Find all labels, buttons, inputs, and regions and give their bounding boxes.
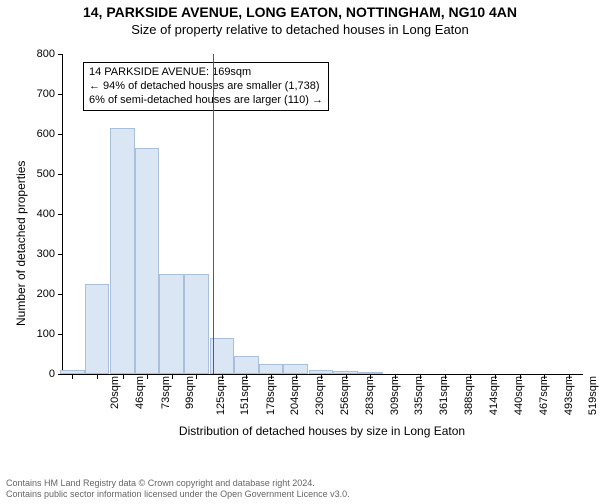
x-tick [72, 374, 73, 379]
x-tick-label: 335sqm [413, 376, 425, 415]
y-tick-label: 400 [37, 208, 55, 220]
x-tick-label: 73sqm [160, 376, 172, 409]
x-tick-label: 125sqm [215, 376, 227, 415]
y-tick-label: 300 [37, 248, 55, 260]
x-tick [370, 374, 371, 379]
reference-line [213, 54, 214, 374]
x-tick [520, 374, 521, 379]
x-tick-label: 440sqm [513, 376, 525, 415]
x-tick [495, 374, 496, 379]
x-tick [172, 374, 173, 379]
x-tick [222, 374, 223, 379]
y-tick [58, 254, 63, 255]
footer-line-2: Contains public sector information licen… [6, 489, 350, 500]
y-tick [58, 134, 63, 135]
y-tick-label: 100 [37, 328, 55, 340]
x-tick [97, 374, 98, 379]
y-tick [58, 174, 63, 175]
footer-attribution: Contains HM Land Registry data © Crown c… [6, 478, 350, 500]
x-tick-label: 519sqm [587, 376, 599, 415]
y-tick [58, 54, 63, 55]
x-tick-label: 467sqm [538, 376, 550, 415]
y-tick-label: 600 [37, 128, 55, 140]
x-tick [346, 374, 347, 379]
page-subtitle: Size of property relative to detached ho… [0, 22, 600, 37]
annotation-line-1: 14 PARKSIDE AVENUE: 169sqm [89, 66, 323, 80]
x-tick [246, 374, 247, 379]
y-tick-label: 700 [37, 88, 55, 100]
x-tick-label: 388sqm [464, 376, 476, 415]
x-tick [321, 374, 322, 379]
x-tick-label: 20sqm [109, 376, 121, 409]
histogram-bar [234, 356, 259, 374]
x-tick [420, 374, 421, 379]
y-tick [58, 374, 63, 375]
x-tick-label: 230sqm [314, 376, 326, 415]
annotation-line-2: ← 94% of detached houses are smaller (1,… [89, 80, 323, 94]
x-tick-label: 204sqm [290, 376, 302, 415]
y-tick [58, 94, 63, 95]
histogram-bar [135, 148, 160, 374]
x-tick [196, 374, 197, 379]
histogram-bar [259, 364, 284, 374]
x-tick-label: 46sqm [134, 376, 146, 409]
plot-area: 14 PARKSIDE AVENUE: 169sqm ← 94% of deta… [62, 54, 583, 375]
x-tick [569, 374, 570, 379]
x-tick-label: 309sqm [389, 376, 401, 415]
footer-line-1: Contains HM Land Registry data © Crown c… [6, 478, 350, 489]
x-tick [395, 374, 396, 379]
page-title-address: 14, PARKSIDE AVENUE, LONG EATON, NOTTING… [0, 4, 600, 20]
histogram-bar [184, 274, 209, 374]
histogram-bar [110, 128, 135, 374]
x-tick-label: 99sqm [184, 376, 196, 409]
histogram-chart: Number of detached properties Distributi… [0, 44, 600, 464]
y-tick [58, 214, 63, 215]
x-tick-label: 493sqm [563, 376, 575, 415]
x-tick-label: 178sqm [265, 376, 277, 415]
y-tick [58, 294, 63, 295]
y-tick-label: 800 [37, 48, 55, 60]
x-tick [445, 374, 446, 379]
x-tick-label: 361sqm [438, 376, 450, 415]
annotation-line-3: 6% of semi-detached houses are larger (1… [89, 94, 323, 108]
x-tick-label: 151sqm [239, 376, 251, 415]
histogram-bar [159, 274, 184, 374]
x-tick [296, 374, 297, 379]
x-tick [470, 374, 471, 379]
y-tick-label: 0 [49, 368, 55, 380]
x-tick-label: 283sqm [364, 376, 376, 415]
x-tick-label: 256sqm [339, 376, 351, 415]
y-tick-label: 200 [37, 288, 55, 300]
histogram-bar [85, 284, 110, 374]
x-tick [147, 374, 148, 379]
x-axis-title: Distribution of detached houses by size … [172, 424, 472, 438]
x-tick [544, 374, 545, 379]
histogram-bar [283, 364, 308, 374]
x-tick-label: 414sqm [488, 376, 500, 415]
y-axis-title: Number of detached properties [14, 161, 28, 326]
y-tick-label: 500 [37, 168, 55, 180]
annotation-box: 14 PARKSIDE AVENUE: 169sqm ← 94% of deta… [83, 62, 329, 111]
x-tick [271, 374, 272, 379]
x-tick [123, 374, 124, 379]
y-tick [58, 334, 63, 335]
